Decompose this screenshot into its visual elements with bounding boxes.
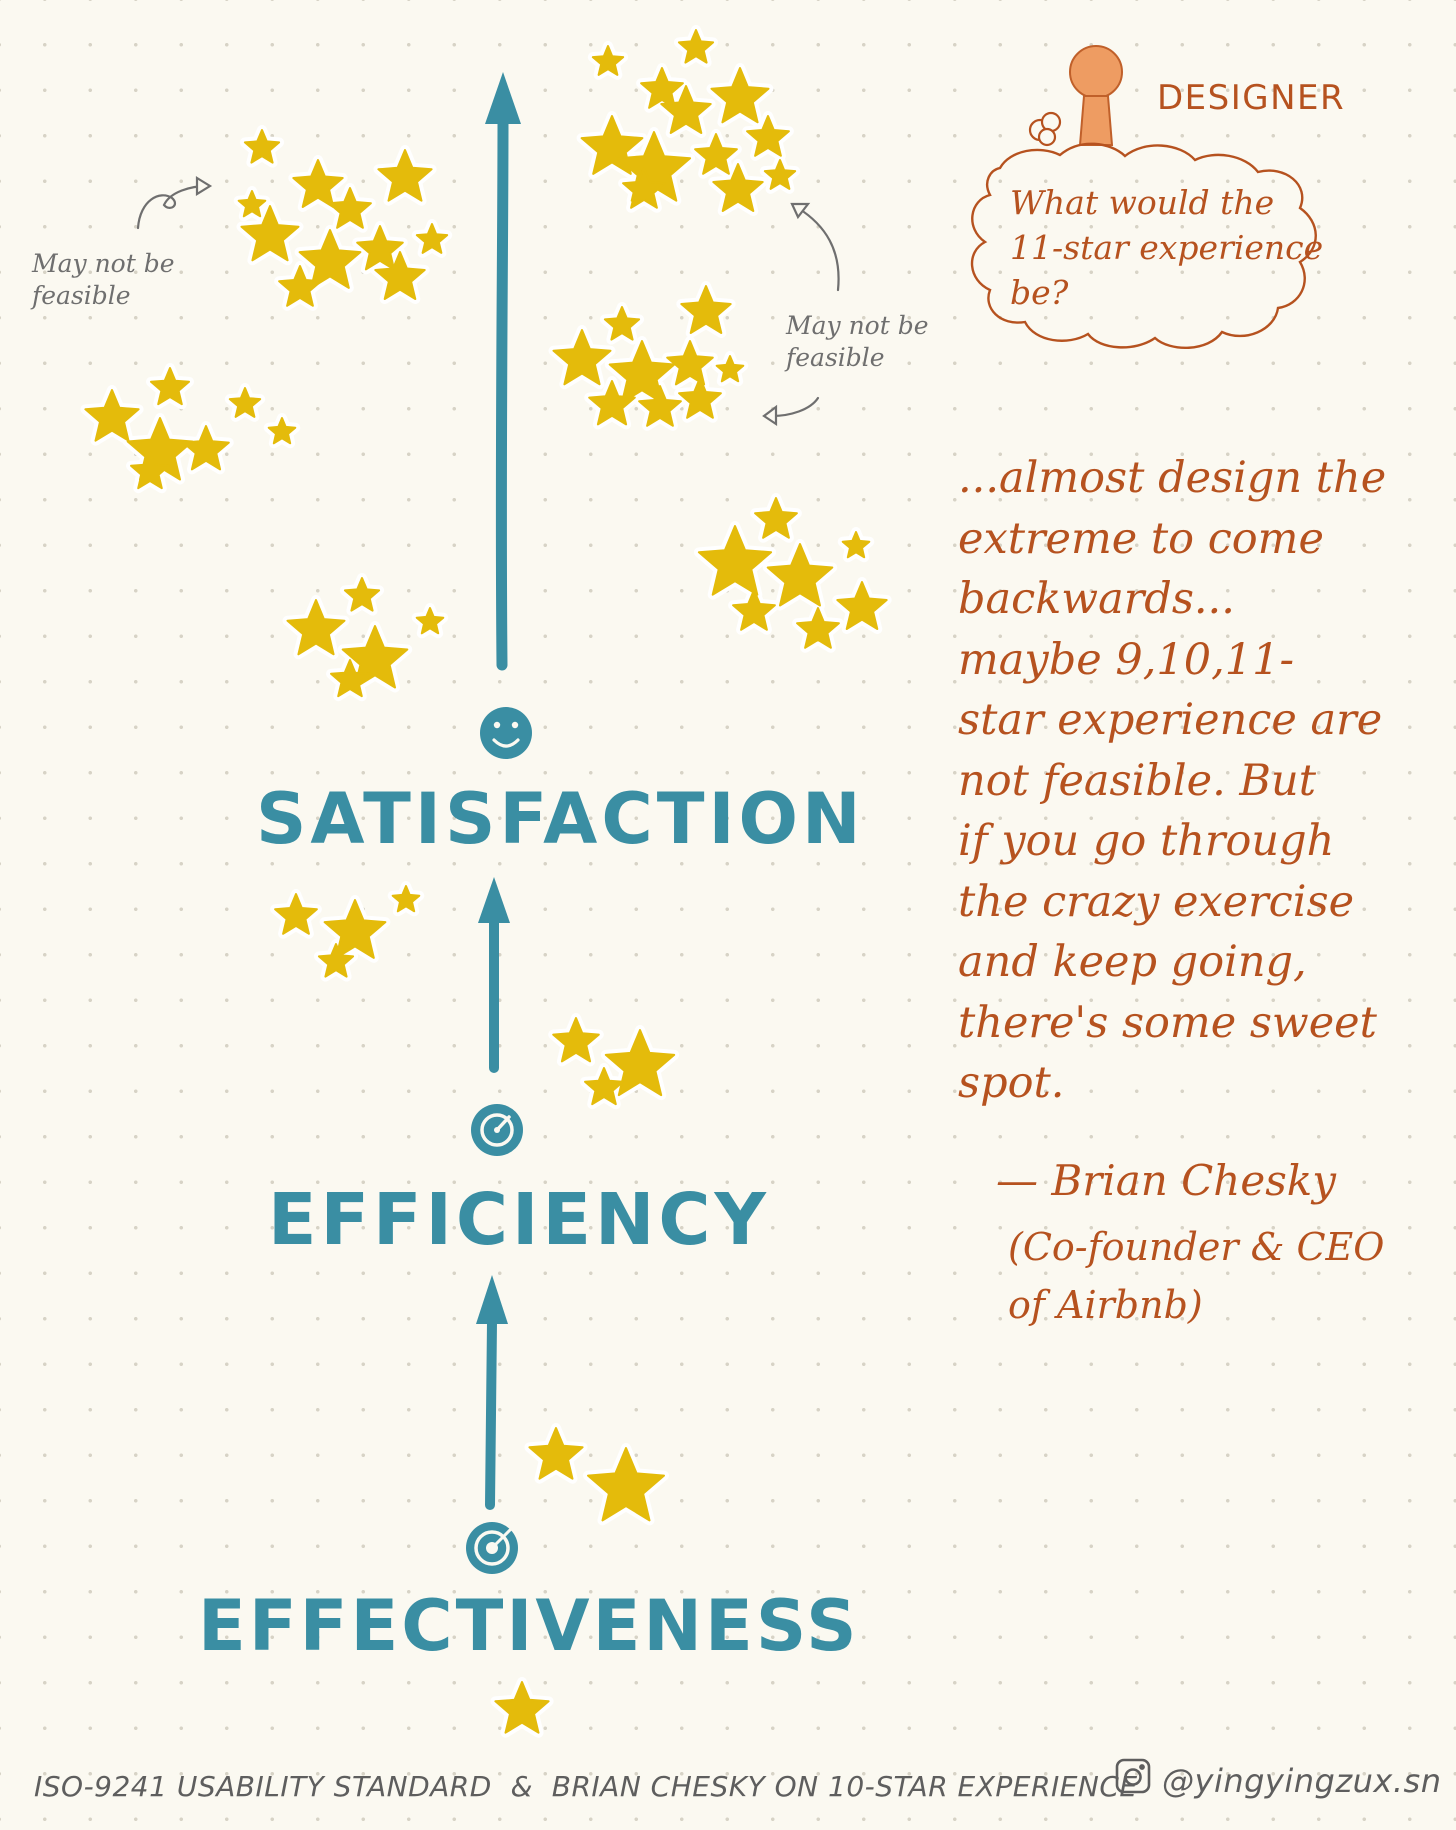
star-icon	[591, 45, 625, 76]
star-icon	[587, 1447, 665, 1522]
star-icon	[604, 1029, 676, 1097]
footer-handle: @yingyingzux.sn	[1162, 1762, 1442, 1800]
star-icon	[391, 885, 421, 913]
star-icon	[377, 149, 433, 202]
star-icon	[732, 589, 776, 631]
star-icon	[150, 367, 190, 406]
star-icon	[243, 129, 281, 164]
star-icon	[603, 306, 641, 341]
quote-author-role: (Co-founder & CEO of Airbnb)	[1008, 1225, 1385, 1327]
star-icon	[622, 167, 666, 209]
star-icon	[317, 943, 355, 978]
feasibility-note-right: May not be feasible	[786, 311, 929, 372]
star-icon	[660, 85, 712, 134]
star-icon	[678, 377, 722, 419]
star-icon	[666, 340, 714, 386]
star-icon	[640, 67, 684, 109]
feasibility-note-left: May not be feasible	[32, 249, 175, 310]
star-icon	[552, 1017, 600, 1063]
star-icon	[343, 577, 381, 612]
level-effectiveness: EFFECTIVENESS	[198, 1585, 860, 1667]
quote-author: — Brian Chesky	[996, 1156, 1336, 1205]
star-icon	[677, 29, 715, 64]
star-icon	[638, 385, 682, 427]
star-icon	[130, 451, 170, 490]
star-icon	[228, 387, 262, 418]
target-icon	[466, 1522, 518, 1574]
curly-arrow-left	[136, 176, 213, 230]
star-icon	[694, 133, 738, 175]
star-icon	[552, 329, 612, 386]
star-icon	[356, 225, 404, 271]
gauge-icon	[471, 1104, 523, 1156]
curly-arrow-right-down	[762, 396, 820, 427]
star-icon	[415, 607, 445, 635]
designer-question: What would the 11-star experience be?	[1010, 183, 1324, 312]
star-icon	[746, 115, 790, 157]
star-icon	[608, 340, 676, 404]
star-icon	[415, 223, 449, 254]
star-icon	[588, 380, 636, 426]
star-icon	[712, 163, 764, 212]
progress-arrow-middle	[478, 877, 510, 1073]
star-icon	[836, 581, 888, 630]
star-icon	[323, 899, 387, 959]
star-icon	[274, 893, 318, 935]
star-icon	[298, 229, 362, 289]
star-icon	[796, 607, 840, 649]
star-icon	[286, 599, 346, 656]
chesky-quote: ...almost design the extreme to come bac…	[958, 453, 1387, 1108]
star-icon	[240, 205, 300, 262]
person-icon	[1069, 45, 1123, 146]
curly-arrow-right-up	[790, 202, 840, 292]
thought-puff-icon	[1028, 111, 1062, 147]
instagram-icon	[1115, 1758, 1151, 1794]
star-icon	[715, 355, 745, 383]
star-icon	[374, 251, 426, 300]
star-icon	[84, 389, 140, 442]
star-icon	[766, 543, 834, 607]
star-icon	[710, 67, 770, 124]
footer-title: ISO-9241 USABILITY STANDARD & BRIAN CHES…	[34, 1770, 1138, 1803]
star-icon	[528, 1427, 584, 1480]
designer-label: DESIGNER	[1157, 78, 1346, 118]
star-icon	[278, 265, 322, 307]
thought-bubble	[970, 142, 1317, 349]
star-icon	[584, 1067, 624, 1106]
star-icon	[763, 159, 797, 190]
star-icon	[292, 159, 344, 208]
star-icon	[182, 425, 230, 471]
star-icon	[697, 525, 773, 596]
star-icon	[237, 190, 267, 218]
level-satisfaction: SATISFACTION	[256, 778, 865, 860]
star-icon	[328, 187, 372, 229]
star-icon	[494, 1681, 550, 1734]
star-icon	[330, 659, 370, 698]
progress-arrow-bottom	[476, 1275, 508, 1510]
star-icon	[754, 497, 798, 539]
smiley-icon	[480, 707, 532, 759]
star-icon	[841, 531, 871, 559]
level-efficiency: EFFICIENCY	[268, 1178, 770, 1261]
progress-arrow-top	[485, 72, 521, 671]
star-icon	[267, 417, 297, 445]
star-icon	[680, 285, 732, 334]
